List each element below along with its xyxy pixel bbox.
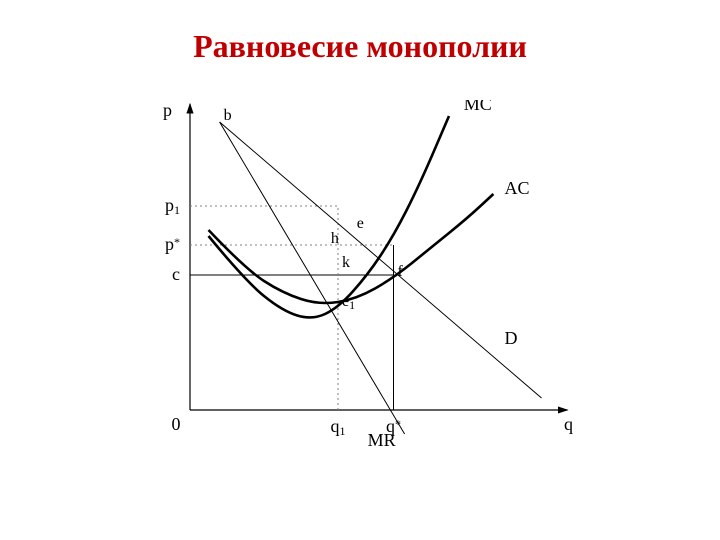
svg-text:k: k xyxy=(342,254,350,271)
svg-text:q: q xyxy=(564,414,573,434)
svg-text:e1: e1 xyxy=(342,293,355,312)
svg-text:q1: q1 xyxy=(331,416,346,438)
svg-text:p1: p1 xyxy=(165,195,180,217)
svg-text:p: p xyxy=(163,100,172,120)
svg-text:0: 0 xyxy=(172,414,181,434)
svg-text:AC: AC xyxy=(505,178,530,198)
svg-text:D: D xyxy=(505,328,518,348)
svg-text:h: h xyxy=(331,230,339,247)
svg-text:f: f xyxy=(398,263,404,280)
svg-text:p*: p* xyxy=(165,234,180,254)
svg-text:b: b xyxy=(224,107,232,124)
svg-text:e: e xyxy=(357,215,364,232)
monopoly-equilibrium-chart: pq0p1p*cq1q*DMRMCACbehkfe1 xyxy=(140,100,580,460)
page-title: Равновесие монополии xyxy=(0,28,720,65)
svg-text:c: c xyxy=(172,264,180,284)
svg-text:MC: MC xyxy=(464,100,492,114)
svg-text:MR: MR xyxy=(368,430,396,450)
